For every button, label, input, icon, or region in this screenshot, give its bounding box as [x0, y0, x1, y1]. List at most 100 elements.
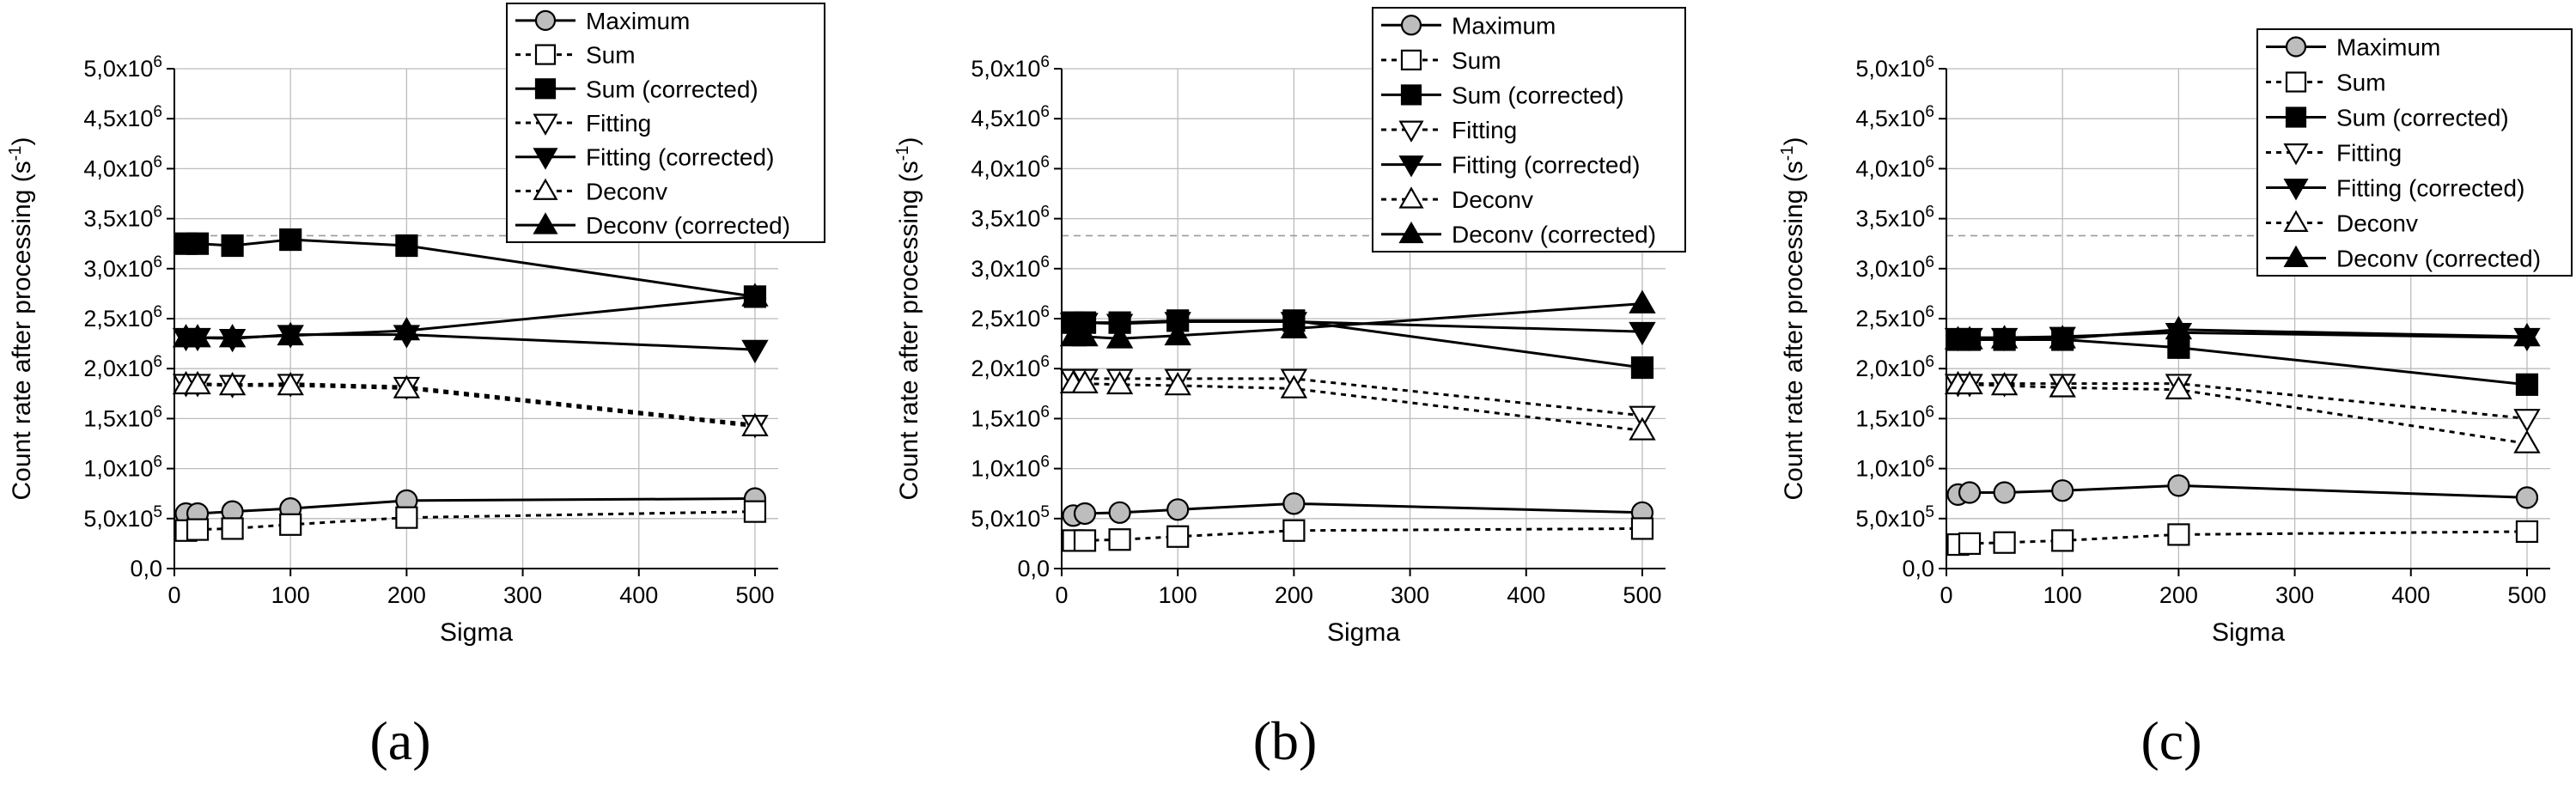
- legend-marker-5: [2283, 210, 2309, 232]
- data-point-1: [184, 370, 211, 395]
- series-line: [1958, 484, 2528, 499]
- series-deconv-corrected: [1944, 315, 2541, 350]
- data-point-2: [1105, 370, 1134, 395]
- legend-marker-1: [1400, 49, 1422, 70]
- y-tick-label-4: 2,0x106: [1855, 353, 1934, 381]
- y-tick-label-0: 0,0: [130, 556, 162, 581]
- y-tick-label-2: 1,0x106: [1855, 453, 1934, 482]
- y-axis-label: Count rate after processing (s-1): [1778, 137, 1808, 501]
- series-line: [1958, 382, 2528, 420]
- x-tick-label-5: 500: [2507, 582, 2546, 608]
- legend-label-1: Sum: [2336, 70, 2386, 96]
- y-tick-label-9: 4,5x106: [1855, 103, 1934, 131]
- legend-marker-6: [1398, 221, 1424, 244]
- legend-marker-4: [2283, 179, 2309, 201]
- legend-label-6: Deconv (corrected): [2336, 246, 2541, 272]
- data-point-4: [2167, 523, 2190, 546]
- data-point-2: [221, 234, 244, 258]
- data-point-1: [186, 232, 210, 255]
- y-tick-label-3: 1,5x106: [83, 403, 162, 431]
- x-tick-label-4: 400: [619, 582, 658, 608]
- series-deconv: [172, 370, 769, 437]
- data-point-4: [395, 234, 418, 258]
- series-sum: [1062, 517, 1654, 552]
- y-tick-label-10: 5,0x106: [83, 53, 162, 82]
- y-tick-label-7: 3,5x106: [83, 204, 162, 232]
- legend-label-3: Fitting: [2336, 140, 2402, 167]
- y-axis-label: Count rate after processing (s-1): [893, 137, 923, 501]
- data-point-3: [2049, 374, 2076, 398]
- y-tick-label-7: 3,5x106: [1855, 204, 1934, 232]
- y-tick-label-6: 3,0x106: [1855, 253, 1934, 282]
- y-tick-label-5: 2,5x106: [971, 303, 1050, 332]
- legend-label-2: Sum (corrected): [1452, 82, 1624, 108]
- series-sum-corrected: [1062, 309, 1654, 380]
- data-point-3: [2049, 325, 2076, 349]
- data-point-2: [1108, 528, 1131, 551]
- x-tick-label-2: 200: [1275, 582, 1313, 608]
- panel-caption-b: (b): [1252, 710, 1318, 771]
- legend-marker-3: [533, 113, 558, 136]
- y-axis-label: Count rate after processing (s-1): [6, 137, 36, 501]
- data-point-5: [2515, 520, 2539, 544]
- legend-marker-5: [1398, 186, 1424, 209]
- legend-label-5: Deconv: [1452, 186, 1533, 213]
- data-point-2: [221, 517, 244, 540]
- series-deconv: [1944, 370, 2541, 453]
- data-point-5: [741, 283, 769, 307]
- series-maximum: [1062, 492, 1654, 527]
- y-tick-label-8: 4,0x106: [971, 153, 1050, 181]
- data-point-3: [1166, 525, 1190, 548]
- panel-caption-a: (a): [369, 710, 431, 771]
- legend-label-4: Fitting (corrected): [2336, 175, 2524, 202]
- legend-label-5: Deconv: [586, 178, 667, 204]
- series-line: [1073, 319, 1643, 369]
- legend-marker-2: [2285, 106, 2307, 128]
- y-tick-label-4: 2,0x106: [83, 353, 162, 381]
- legend-box: [506, 3, 825, 243]
- series-line: [1073, 502, 1643, 517]
- y-tick-label-1: 5,0x105: [1855, 503, 1934, 532]
- y-tick-label-6: 3,0x106: [83, 253, 162, 282]
- y-tick-label-7: 3,5x106: [971, 204, 1050, 232]
- legend-marker-6: [533, 212, 558, 234]
- legend: Maximum Sum Sum (corrected) Fitting Fitting …: [506, 3, 825, 243]
- series-fitting-corrected: [172, 325, 769, 364]
- data-point-4: [1280, 374, 1308, 399]
- series-line: [186, 497, 755, 515]
- legend-marker-4: [1398, 155, 1424, 178]
- data-point-5: [741, 339, 769, 364]
- x-tick-label-3: 300: [503, 582, 542, 608]
- series-line: [186, 510, 755, 532]
- x-tick-label-5: 500: [735, 582, 774, 608]
- data-point-4: [393, 374, 421, 399]
- panel-caption-c: (c): [2141, 710, 2202, 771]
- x-axis-label: Sigma: [2212, 618, 2285, 647]
- data-point-4: [395, 506, 418, 529]
- data-point-4: [2165, 375, 2193, 399]
- x-axis-label: Sigma: [440, 618, 513, 647]
- legend-box: [1372, 7, 1686, 253]
- data-point-5: [2513, 429, 2541, 453]
- legend-marker-0: [534, 9, 557, 31]
- data-point-1: [1958, 481, 1982, 504]
- legend: Maximum Sum Sum (corrected) Fitting Fitting …: [1372, 7, 1686, 253]
- series-line: [1073, 382, 1643, 432]
- legend: Maximum Sum Sum (corrected) Fitting Fitting …: [2256, 28, 2573, 277]
- data-point-3: [279, 513, 302, 536]
- chart-panel-a: 0 100 200 300 400 500 0,0 5,0x105 1,0x106 1,5x106…: [6, 3, 825, 647]
- series-sum: [174, 500, 767, 542]
- data-point-5: [2515, 373, 2539, 396]
- series-fitting: [1944, 374, 2541, 433]
- legend-marker-5: [533, 178, 558, 200]
- data-point-1: [1073, 529, 1097, 552]
- legend-label-2: Sum (corrected): [586, 76, 758, 102]
- data-point-5: [2513, 322, 2541, 347]
- series-deconv-corrected: [1059, 289, 1656, 349]
- series-line: [186, 295, 756, 339]
- series-line: [186, 383, 756, 429]
- data-point-2: [218, 371, 247, 396]
- data-point-5: [1629, 289, 1656, 313]
- legend-label-6: Deconv (corrected): [1452, 222, 1656, 248]
